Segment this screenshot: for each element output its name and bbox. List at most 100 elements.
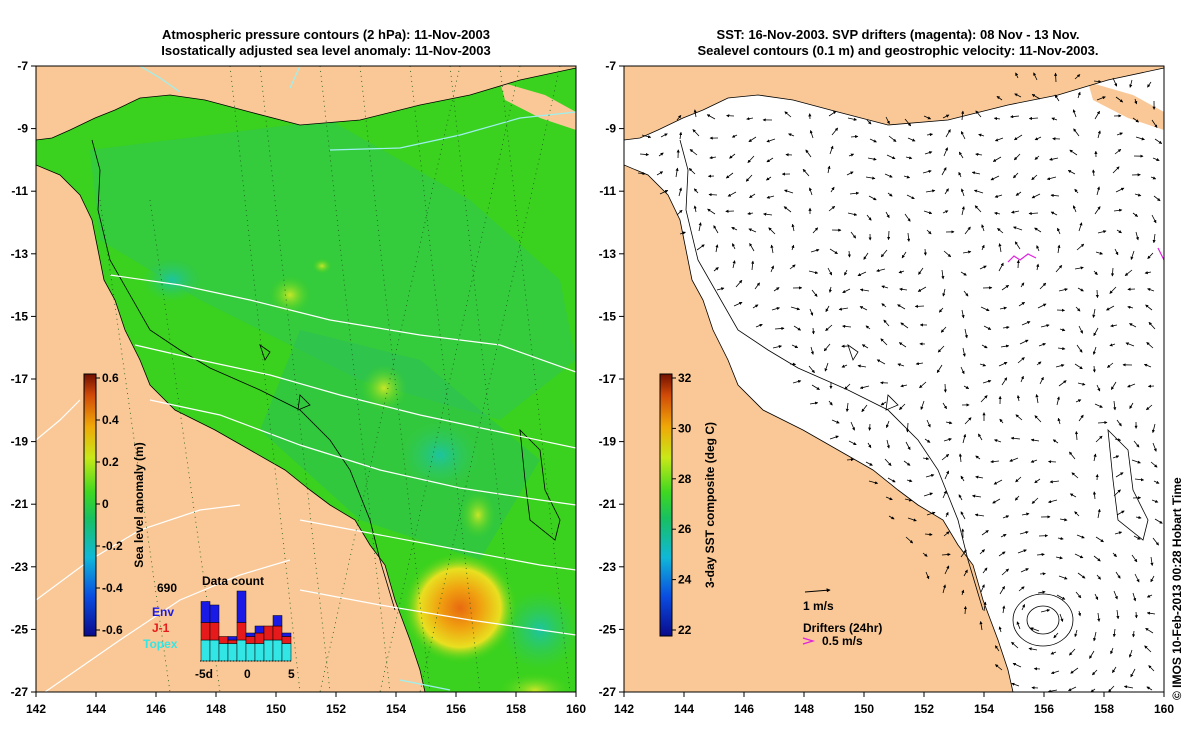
velocity-arrow xyxy=(1021,321,1031,326)
velocity-arrow xyxy=(1110,381,1117,390)
velocity-arrow xyxy=(1018,301,1026,307)
velocity-arrow xyxy=(1129,79,1133,88)
velocity-arrow xyxy=(1016,621,1021,630)
velocity-arrow xyxy=(1031,497,1039,504)
velocity-arrow xyxy=(846,458,855,462)
velocity-arrow xyxy=(1134,611,1138,619)
velocity-arrow xyxy=(925,473,935,478)
velocity-arrow xyxy=(1069,149,1078,156)
velocity-arrow xyxy=(656,171,664,176)
velocity-arrow xyxy=(926,229,932,235)
velocity-arrow xyxy=(1051,117,1058,121)
right-island-newbritain xyxy=(1088,82,1164,130)
velocity-arrow xyxy=(1073,128,1080,137)
velocity-arrow xyxy=(1144,271,1152,275)
velocity-arrow xyxy=(1133,440,1140,448)
velocity-arrow xyxy=(1013,172,1019,179)
velocity-arrow xyxy=(1148,321,1156,330)
velocity-arrow xyxy=(857,271,867,276)
left-lat-tick: -19 xyxy=(11,435,29,449)
velocity-arrow xyxy=(1015,414,1023,421)
velocity-arrow xyxy=(961,110,965,121)
velocity-arrow xyxy=(1016,259,1020,269)
velocity-arrow xyxy=(998,262,1004,272)
velocity-arrow xyxy=(924,438,931,443)
velocity-arrow xyxy=(899,403,906,410)
velocity-arrow xyxy=(924,151,933,155)
count-bar-topex xyxy=(245,643,256,662)
velocity-arrow xyxy=(1057,417,1061,425)
data-count-title: Data count xyxy=(202,574,264,588)
velocity-arrow xyxy=(1074,629,1078,638)
velocity-arrow xyxy=(1074,266,1084,270)
velocity-arrow xyxy=(1078,325,1083,334)
velocity-arrow xyxy=(1033,72,1038,81)
velocity-arrow xyxy=(791,344,799,348)
data-count-bars xyxy=(200,590,292,662)
colorbar-tick: -0.4 xyxy=(102,581,123,595)
velocity-arrow xyxy=(1095,251,1104,255)
left-lat-tick: -9 xyxy=(17,122,28,136)
left-lon-tick: 154 xyxy=(386,702,406,716)
right-lon-tick: 158 xyxy=(1094,702,1114,716)
velocity-arrow xyxy=(922,456,930,461)
right-lon-tick: 150 xyxy=(854,702,874,716)
legend-env: Env xyxy=(152,605,174,619)
velocity-arrow xyxy=(763,212,773,216)
velocity-arrow xyxy=(1127,305,1134,309)
left-lat-tick: -23 xyxy=(11,560,29,574)
velocity-arrow xyxy=(679,231,686,235)
left-title-line1: Atmospheric pressure contours (2 hPa): 1… xyxy=(162,27,490,42)
velocity-arrow xyxy=(831,419,840,424)
velocity-arrow xyxy=(998,551,1006,557)
velocity-arrow xyxy=(811,327,815,335)
velocity-arrow xyxy=(888,135,897,142)
velocity-arrow xyxy=(1001,377,1008,386)
velocity-arrow xyxy=(1114,248,1119,256)
velocity-arrow xyxy=(810,248,820,253)
velocity-arrow xyxy=(754,282,760,290)
right-lat-tick: -11 xyxy=(599,184,616,198)
velocity-arrow xyxy=(692,129,700,137)
velocity-arrow xyxy=(994,645,1000,652)
velocity-arrow xyxy=(828,205,836,212)
velocity-arrow xyxy=(861,404,868,413)
velocity-arrow xyxy=(766,157,774,163)
right-lat-tick: -27 xyxy=(599,685,617,699)
velocity-arrow xyxy=(770,244,774,254)
velocity-arrow xyxy=(1115,472,1124,478)
velocity-arrow xyxy=(825,305,830,313)
velocity-arrow xyxy=(1147,81,1152,88)
velocity-arrow xyxy=(729,153,736,159)
left-lon-tick: 152 xyxy=(326,702,346,716)
count-bar-j1 xyxy=(272,625,283,641)
velocity-arrow xyxy=(963,385,970,389)
velocity-arrow xyxy=(1110,647,1114,655)
velocity-arrow xyxy=(1150,176,1157,180)
velocity-arrow xyxy=(1020,282,1025,288)
velocity-arrow xyxy=(907,517,917,522)
velocity-arrow xyxy=(1057,227,1061,235)
velocity-arrow xyxy=(1108,685,1115,692)
velocity-arrow xyxy=(1116,419,1122,427)
velocity-arrow xyxy=(887,192,893,197)
velocity-arrow xyxy=(975,475,984,479)
velocity-arrow xyxy=(1093,270,1098,276)
velocity-arrow xyxy=(1106,305,1115,311)
velocity-arrow xyxy=(841,364,848,368)
velocity-arrow xyxy=(863,252,869,260)
velocity-arrow xyxy=(1154,518,1163,524)
count-bar-topex xyxy=(218,643,229,662)
velocity-arrow xyxy=(1049,157,1059,161)
velocity-arrow xyxy=(942,210,949,214)
velocity-arrow xyxy=(943,383,947,393)
velocity-arrow xyxy=(1076,243,1085,251)
velocity-arrow xyxy=(885,116,890,125)
velocity-arrow xyxy=(974,513,985,517)
count-bar-topex xyxy=(236,639,247,662)
left-lon-tick: 148 xyxy=(206,702,226,716)
velocity-arrow xyxy=(783,206,792,213)
velocity-arrow xyxy=(1001,568,1009,576)
velocity-arrow xyxy=(904,498,913,502)
velocity-arrow xyxy=(1017,357,1025,364)
